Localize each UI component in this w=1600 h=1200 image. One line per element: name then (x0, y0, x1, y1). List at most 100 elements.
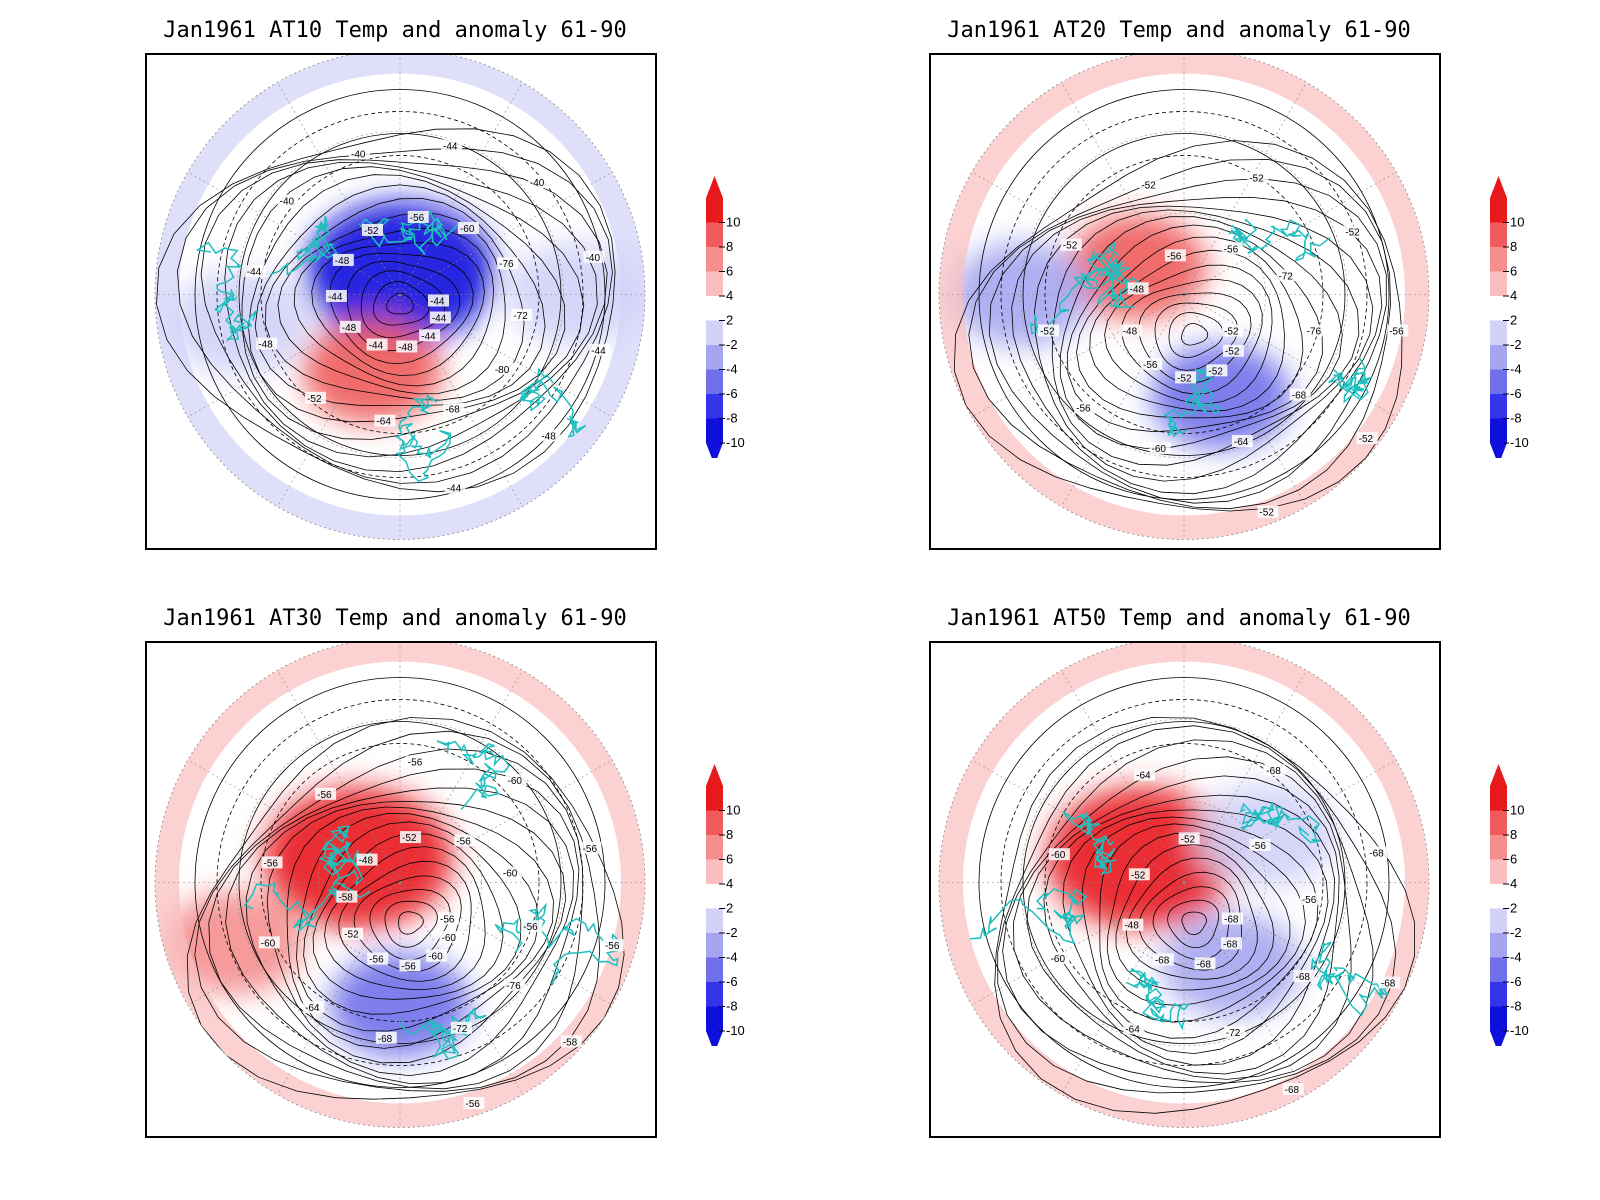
colorbar-tick-label: 10 (1510, 803, 1524, 818)
contour-label-bg (539, 429, 561, 442)
contour-label-bg (258, 936, 280, 949)
contour-label-bg (1060, 238, 1082, 251)
contour-label-bg (1149, 442, 1171, 455)
contour-label: -72 (513, 311, 528, 322)
contour-label: -68 (1285, 1085, 1300, 1096)
colorbar-swatch (1490, 908, 1507, 933)
contour-label-bg (504, 978, 526, 991)
contour-label: -52 (1177, 373, 1192, 384)
colorbar-swatch (1490, 957, 1507, 982)
colorbar-tick-label: -10 (726, 1023, 745, 1038)
contour-label-bg (1299, 892, 1321, 905)
coastlines (195, 210, 587, 483)
contour-label: -60 (503, 869, 518, 880)
contour-label: -56 (440, 915, 455, 926)
contour-label: -48 (1123, 327, 1138, 338)
contour-label: -68 (1223, 939, 1238, 950)
map-boundary (154, 55, 646, 540)
contour-label-bg (439, 930, 461, 943)
colorbar: 10 8 6 4 2 -2 -4 -6 -8 -10 (706, 176, 745, 458)
contour-label: -52 (1259, 508, 1274, 519)
contour-label: -60 (1051, 954, 1066, 965)
contour-label: -72 (453, 1024, 468, 1035)
contour-label-bg (419, 329, 441, 342)
contour-label-bg (450, 1021, 472, 1034)
contour-label: -52 (1225, 347, 1240, 358)
contour-label-bg (1343, 225, 1365, 238)
contour-label: -56 (410, 213, 425, 224)
colorbar-swatch (1490, 345, 1507, 370)
colorbar-tick-label: -10 (726, 435, 745, 450)
contour-label: -56 (401, 961, 416, 972)
contour-label-bg (505, 774, 527, 787)
colorbar-swatch (1490, 418, 1507, 443)
contour-label-bg (261, 856, 283, 869)
colorbar-bottom-arrow (706, 1031, 723, 1046)
colorbar-tick-label: 6 (726, 852, 733, 867)
contour-label-bg (438, 912, 459, 925)
contour-label-bg (1276, 269, 1298, 282)
colorbar-tick-label: 8 (1510, 827, 1517, 842)
contour-label-bg (342, 927, 364, 940)
contour-label-bg (305, 391, 327, 404)
contour-label: -68 (1381, 979, 1396, 990)
contour-label-bg (1194, 957, 1216, 970)
colorbar-tick-label: 4 (726, 876, 733, 891)
colorbar-swatch (1490, 810, 1507, 835)
contour-label-bg (1264, 764, 1286, 777)
contour-label: -60 (508, 776, 523, 787)
colorbar-top-arrow (1490, 176, 1507, 198)
temperature-contours (186, 677, 625, 1100)
contour-label-bg (1223, 1025, 1245, 1038)
colorbar-swatch (1490, 1006, 1507, 1031)
contour-label-bg (1123, 1022, 1145, 1035)
anomaly-region (950, 242, 1091, 347)
colorbar-swatch (706, 786, 723, 811)
contour-label-bg (443, 402, 465, 415)
contour-label: -44 (443, 141, 458, 152)
contour-label: -56 (1224, 244, 1239, 255)
panel-title: Jan1961 AT10 Temp and anomaly 61-90 (163, 18, 627, 43)
contour-label: -44 (421, 331, 436, 342)
contour-label: -40 (586, 253, 601, 264)
colorbar: 10 8 6 4 2 -2 -4 -6 -8 -10 (1490, 764, 1529, 1046)
colorbar-swatch (1490, 320, 1507, 345)
contour-label-bg (1293, 970, 1315, 983)
contour-label: -56 (263, 858, 278, 869)
contour-label-bg (1356, 432, 1378, 445)
contour-label-bg (583, 250, 605, 263)
contour-label-bg (500, 866, 522, 879)
contour-label-bg (589, 343, 611, 356)
contour-label: -56 (1302, 895, 1317, 906)
colorbar-tick-label: -8 (726, 411, 738, 426)
colorbar-tick-label: -6 (726, 974, 738, 989)
colorbar-swatch (1490, 222, 1507, 247)
colorbar-swatch (706, 884, 723, 909)
contour-label-bg (1304, 324, 1326, 337)
colorbar-tick-label: 10 (726, 803, 740, 818)
contour-label-bg (492, 362, 514, 375)
colorbar-tick-label: -10 (1510, 1023, 1529, 1038)
contour-label: -52 (307, 394, 322, 405)
colorbar-bottom-arrow (706, 443, 723, 458)
colorbar-swatch (1490, 271, 1507, 296)
contour-label: -56 (1251, 841, 1266, 852)
contour-label-bg (356, 853, 378, 866)
contour-label-bg (375, 1031, 397, 1044)
contour-label: -44 (247, 267, 262, 278)
contour-label-bg (521, 920, 543, 933)
colorbar-tick-label: 4 (1510, 288, 1517, 303)
contour-label-bg (361, 223, 383, 236)
contour-label: -56 (605, 941, 620, 952)
contour-label-bg (429, 311, 451, 324)
contour-label: -56 (523, 922, 538, 933)
contour-label: -68 (1224, 915, 1239, 926)
contour-label-bg (527, 176, 549, 189)
temperature-contours (953, 89, 1403, 512)
map-panel-2: Jan1961 AT20 Temp and anomaly 61-90 -52 -5… (784, 0, 1584, 600)
colorbar-swatch (1490, 296, 1507, 321)
contour-label-bg (336, 890, 358, 903)
colorbar-swatch (706, 222, 723, 247)
polar-map-frame: -56 -60 -60 -56 -56 -52 -58 -48 -52 -56 -60 -56 -76 -… (145, 641, 657, 1138)
colorbar-swatch (1490, 198, 1507, 223)
